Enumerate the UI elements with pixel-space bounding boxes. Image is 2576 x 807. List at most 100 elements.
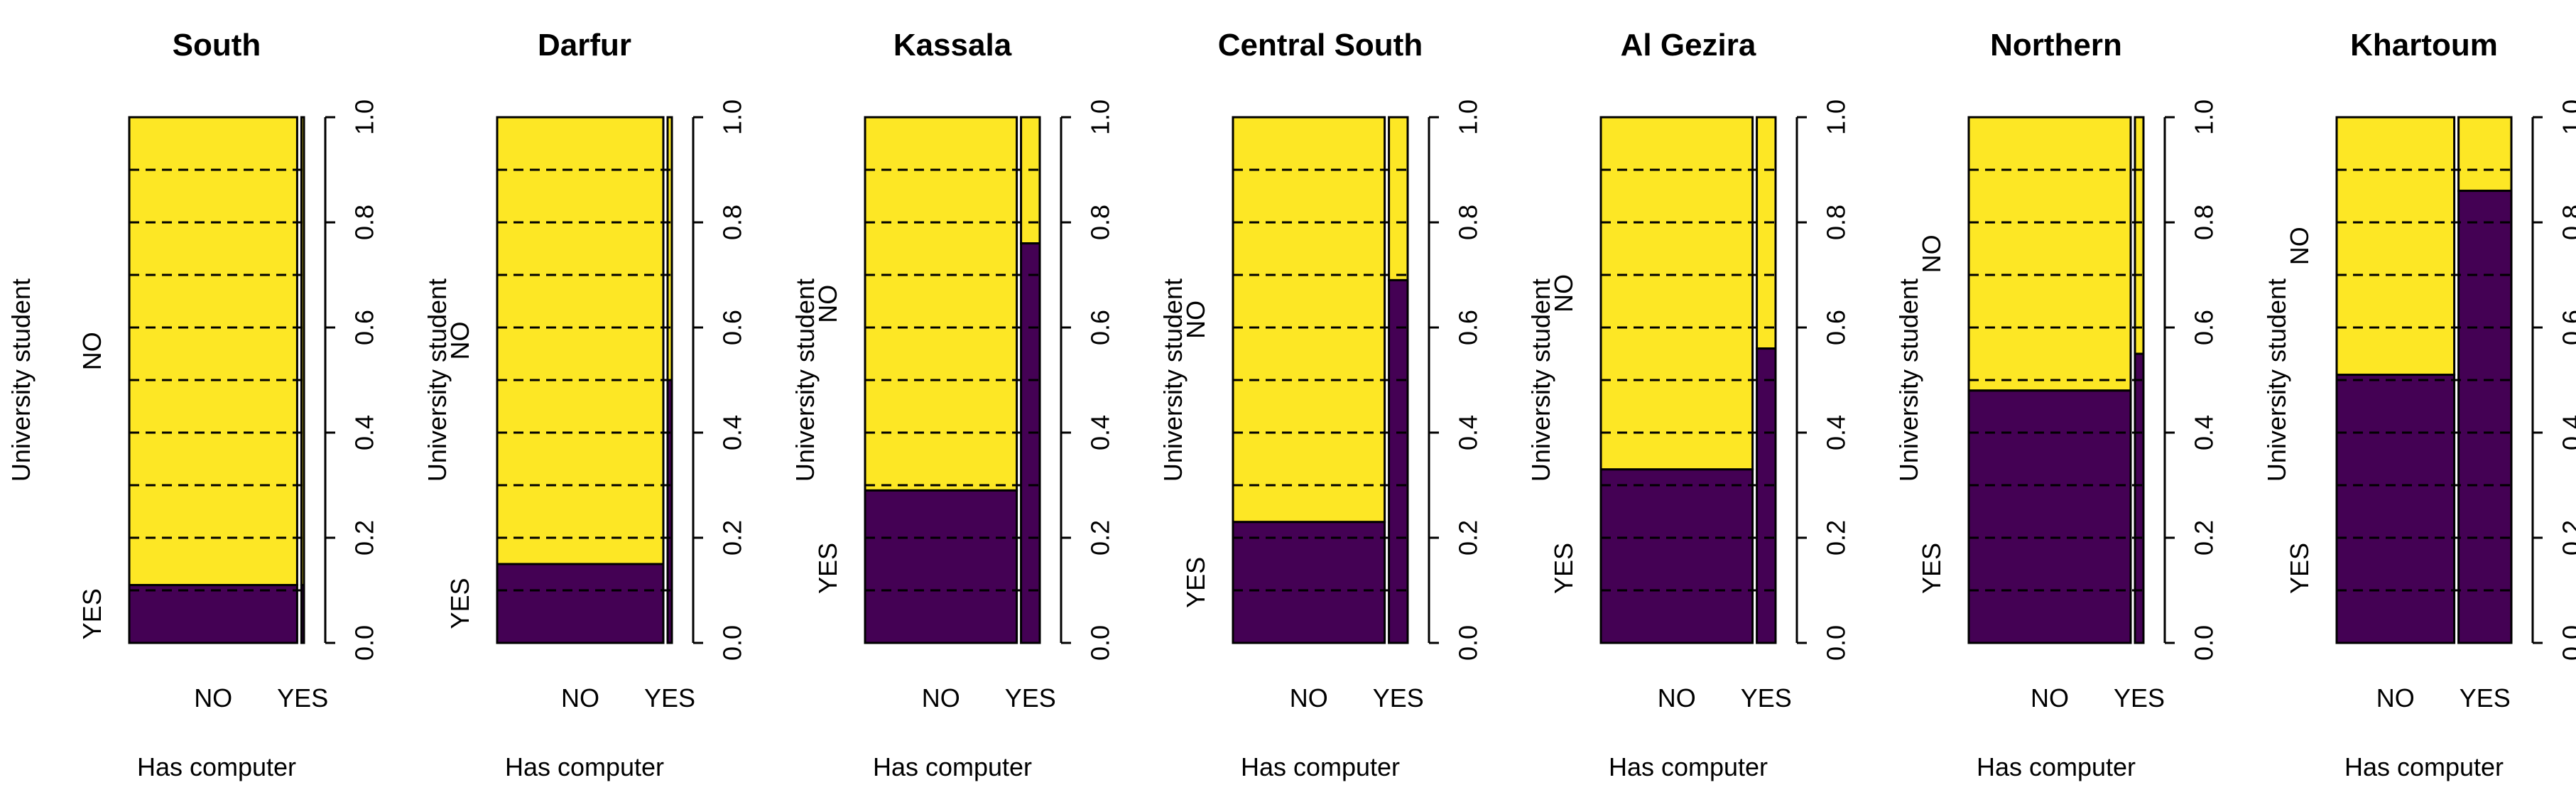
mosaic-cell-no [666, 116, 673, 381]
right-axis-tick-label: 0.8 [1822, 205, 1851, 240]
x-axis-title: Has computer [1609, 752, 1768, 781]
mosaic-cell-yes [864, 489, 1018, 644]
y-category-no: NO [813, 285, 842, 323]
x-axis-title: Has computer [873, 752, 1032, 781]
mosaic-cell-yes [1020, 242, 1041, 644]
y-category-yes: YES [2285, 543, 2314, 594]
right-axis-tick-label: 0.4 [718, 415, 747, 450]
mosaic-cell-yes [300, 584, 305, 644]
right-axis-tick-label: 1.0 [1822, 99, 1851, 135]
right-axis-tick-label: 1.0 [2190, 99, 2219, 135]
mosaic-cell-yes [2335, 374, 2456, 644]
x-axis-title: Has computer [1241, 752, 1400, 781]
x-axis-title: Has computer [137, 752, 296, 781]
right-axis-tick-label: 0.0 [2558, 625, 2576, 661]
right-axis-tick-label: 0.4 [1454, 415, 1483, 450]
right-axis-tick-label: 1.0 [350, 99, 379, 135]
mosaic-cell-no [1232, 116, 1386, 524]
x-axis-title: Has computer [505, 752, 664, 781]
panel-title: Darfur [538, 28, 631, 63]
y-axis-title: University student [1526, 278, 1555, 482]
right-axis-tick-label: 0.8 [718, 205, 747, 240]
right-axis-tick-label: 0.8 [350, 205, 379, 240]
mosaic-cell-no [864, 116, 1018, 492]
right-axis-tick-label: 0.2 [718, 520, 747, 556]
mosaic-cell-no [1599, 116, 1754, 471]
mosaic-cell-yes [496, 563, 665, 644]
right-axis-tick-label: 0.0 [1454, 625, 1483, 661]
right-axis-tick-label: 0.8 [2190, 205, 2219, 240]
right-axis-tick-label: 0.4 [1086, 415, 1115, 450]
right-axis-tick-label: 0.6 [350, 310, 379, 345]
right-axis-tick-label: 0.6 [1454, 310, 1483, 345]
x-category-no: NO [1290, 683, 1328, 713]
panel-title: Northern [1990, 28, 2122, 63]
mosaic-cell-yes [1756, 347, 1777, 644]
right-axis-tick-label: 0.0 [350, 625, 379, 661]
y-category-no: NO [1917, 234, 1946, 273]
y-category-yes: YES [1917, 543, 1946, 594]
right-axis-tick-label: 1.0 [1086, 99, 1115, 135]
y-axis-title: University student [1158, 278, 1188, 482]
right-axis-tick-label: 0.6 [1086, 310, 1115, 345]
mosaic-cell-no [1967, 116, 2132, 392]
y-category-no: NO [1549, 274, 1578, 313]
right-axis-tick-label: 0.2 [1086, 520, 1115, 556]
mosaic-cell-yes [2457, 190, 2513, 644]
y-axis-title: University student [2262, 278, 2291, 482]
right-axis-tick-label: 0.6 [2190, 310, 2219, 345]
right-axis-tick-label: 1.0 [2558, 99, 2576, 135]
mosaic-cell-no [300, 116, 305, 587]
mosaic-cell-no [1388, 116, 1409, 281]
right-axis-tick-label: 0.0 [2190, 625, 2219, 661]
x-category-yes: YES [1005, 683, 1056, 713]
y-category-yes: YES [77, 588, 107, 639]
x-category-no: NO [922, 683, 960, 713]
y-category-yes: YES [445, 578, 474, 629]
mosaic-cell-no [2335, 116, 2456, 377]
x-category-no: NO [561, 683, 599, 713]
right-axis-tick-label: 0.8 [1454, 205, 1483, 240]
right-axis-tick-label: 0.6 [718, 310, 747, 345]
x-category-no: NO [2376, 683, 2415, 713]
x-category-yes: YES [2460, 683, 2511, 713]
mosaic-cell-yes [666, 379, 673, 644]
mosaic-cell-yes [128, 584, 298, 644]
panel-title: Kassala [893, 28, 1012, 63]
mosaic-cell-yes [1388, 278, 1409, 644]
mosaic-cell-no [1020, 116, 1041, 245]
right-axis-tick-label: 0.6 [1822, 310, 1851, 345]
x-category-yes: YES [644, 683, 695, 713]
x-category-no: NO [194, 683, 232, 713]
y-category-yes: YES [813, 543, 842, 594]
x-category-no: NO [2031, 683, 2069, 713]
mosaic-cell-no [2457, 116, 2513, 193]
panel-title: Al Gezira [1621, 28, 1756, 63]
y-axis-title: University student [1894, 278, 1923, 482]
right-axis-tick-label: 0.2 [2558, 520, 2576, 556]
right-axis-tick-label: 0.8 [2558, 205, 2576, 240]
mosaic-cell-no [496, 116, 665, 565]
panel-title: Central South [1218, 28, 1423, 63]
right-axis-tick-label: 1.0 [718, 99, 747, 135]
x-category-no: NO [1658, 683, 1696, 713]
right-axis-tick-label: 0.4 [350, 415, 379, 450]
y-axis-title: University student [423, 278, 452, 482]
mosaic-cell-no [128, 116, 298, 587]
x-axis-title: Has computer [1977, 752, 2136, 781]
right-axis-tick-label: 0.2 [1454, 520, 1483, 556]
right-axis-tick-label: 1.0 [1454, 99, 1483, 135]
y-category-no: NO [2285, 227, 2314, 265]
x-category-yes: YES [277, 683, 328, 713]
y-category-no: NO [1181, 300, 1210, 339]
y-category-no: NO [77, 332, 107, 370]
mosaic-cell-no [1756, 116, 1777, 350]
right-axis-tick-label: 0.4 [2558, 415, 2576, 450]
y-axis-title: University student [790, 278, 820, 482]
x-category-yes: YES [1373, 683, 1424, 713]
mosaic-cell-no [2134, 116, 2145, 355]
right-axis-tick-label: 0.6 [2558, 310, 2576, 345]
panel-title: Khartoum [2350, 28, 2498, 63]
mosaic-cell-yes [1967, 389, 2132, 644]
